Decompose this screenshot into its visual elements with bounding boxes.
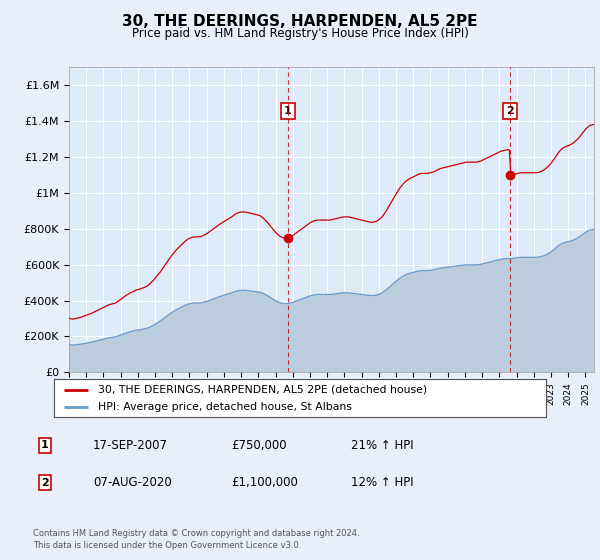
- Text: 12% ↑ HPI: 12% ↑ HPI: [351, 476, 413, 489]
- Text: 21% ↑ HPI: 21% ↑ HPI: [351, 438, 413, 452]
- Text: HPI: Average price, detached house, St Albans: HPI: Average price, detached house, St A…: [98, 402, 352, 412]
- Text: 1: 1: [41, 440, 49, 450]
- Text: £1,100,000: £1,100,000: [231, 476, 298, 489]
- Text: £750,000: £750,000: [231, 438, 287, 452]
- Text: 2: 2: [41, 478, 49, 488]
- Text: 17-SEP-2007: 17-SEP-2007: [93, 438, 168, 452]
- Text: 1: 1: [284, 106, 292, 116]
- Text: 2: 2: [506, 106, 514, 116]
- Text: 30, THE DEERINGS, HARPENDEN, AL5 2PE (detached house): 30, THE DEERINGS, HARPENDEN, AL5 2PE (de…: [98, 385, 427, 395]
- Text: 30, THE DEERINGS, HARPENDEN, AL5 2PE: 30, THE DEERINGS, HARPENDEN, AL5 2PE: [122, 14, 478, 29]
- Text: Contains HM Land Registry data © Crown copyright and database right 2024.
This d: Contains HM Land Registry data © Crown c…: [33, 529, 359, 550]
- Text: 07-AUG-2020: 07-AUG-2020: [93, 476, 172, 489]
- Text: Price paid vs. HM Land Registry's House Price Index (HPI): Price paid vs. HM Land Registry's House …: [131, 27, 469, 40]
